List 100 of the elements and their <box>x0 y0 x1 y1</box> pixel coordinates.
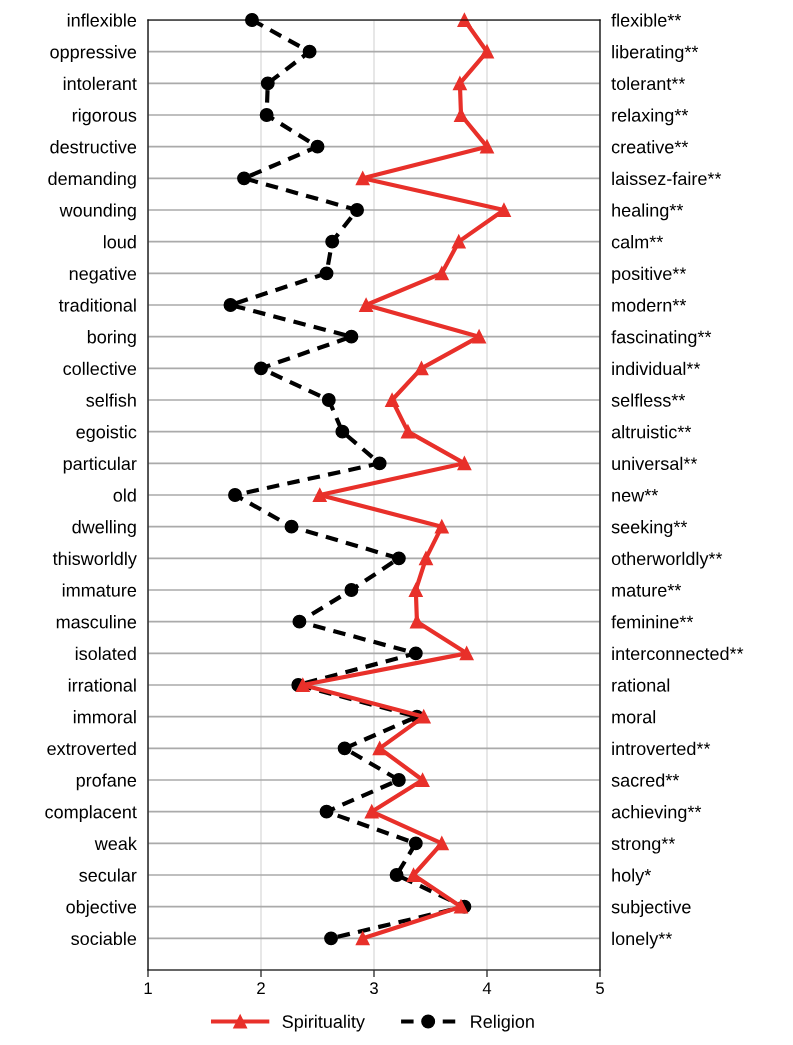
y2-tick-label: relaxing** <box>612 108 689 126</box>
y2-tick-label: interconnected** <box>612 646 744 661</box>
y2-tick-label: calm** <box>611 235 663 249</box>
point <box>324 931 339 946</box>
y2-tick-label: selfless** <box>611 393 686 407</box>
y2-tick-label: laissez-faire** <box>612 171 722 186</box>
y2-tick-label: feminine** <box>611 615 694 629</box>
point <box>344 583 359 597</box>
y-tick-label: loud <box>103 235 136 249</box>
y2-tick-label: flexible** <box>611 13 682 27</box>
y2-tick-label: subjective <box>611 900 691 917</box>
y2-tick-label: modern** <box>612 298 687 312</box>
y-tick-label: egoistic <box>76 425 137 442</box>
y-tick-label: wounding <box>59 203 136 221</box>
legend-label: Spirituality <box>282 1014 365 1032</box>
y-tick-label: destructive <box>50 140 137 154</box>
y-tick-label: boring <box>87 330 136 347</box>
x-tick-label: 4 <box>482 982 492 994</box>
point <box>454 108 468 122</box>
y2-tick-label: rational <box>612 678 670 692</box>
y2-tick-label: creative** <box>611 140 689 154</box>
y-tick-label: old <box>113 488 136 502</box>
point <box>391 551 406 566</box>
point <box>325 234 340 249</box>
y-tick-label: intolerant <box>63 76 137 91</box>
y2-tick-label: introverted** <box>612 741 711 756</box>
point <box>385 393 400 407</box>
y2-tick-label: altruistic** <box>611 425 692 439</box>
point <box>223 298 238 312</box>
point <box>434 519 449 534</box>
point <box>344 329 359 344</box>
y-tick-label: traditional <box>58 298 136 312</box>
y-tick-label: inflexible <box>67 13 137 27</box>
y-tick-label: sociable <box>71 931 137 946</box>
point <box>409 614 424 629</box>
y-tick-label: selfish <box>86 393 136 407</box>
point <box>337 741 352 756</box>
point <box>389 868 404 882</box>
point <box>355 931 370 946</box>
point <box>408 836 423 851</box>
point <box>480 139 494 154</box>
point <box>391 773 406 787</box>
point <box>319 804 334 819</box>
x-tick-label: 3 <box>370 982 378 995</box>
y2-tick-label: sacred** <box>611 773 680 787</box>
y-tick-label: profane <box>76 773 137 791</box>
point <box>480 44 494 59</box>
y-tick-label: weak <box>94 836 137 851</box>
point <box>302 44 317 59</box>
point <box>406 868 421 882</box>
point <box>312 488 327 502</box>
point <box>416 709 431 724</box>
x-tick-label: 2 <box>257 982 265 994</box>
point <box>434 266 449 281</box>
legend-label: Religion <box>471 1014 534 1032</box>
y2-tick-label: lonely** <box>612 931 673 949</box>
y2-tick-label: healing** <box>612 203 684 221</box>
y2-tick-label: otherworldly** <box>611 551 723 569</box>
point <box>434 836 449 851</box>
y2-tick-label: moral <box>612 710 656 724</box>
point <box>228 488 242 502</box>
point <box>400 424 415 439</box>
point <box>292 614 307 629</box>
y2-tick-label: new** <box>612 489 659 502</box>
x-tick-label: 5 <box>596 982 604 995</box>
y2-tick-label: achieving** <box>611 805 702 822</box>
y2-tick-label: holy* <box>612 868 651 886</box>
y2-tick-label: universal** <box>612 456 698 471</box>
point <box>372 741 387 756</box>
y-tick-label: isolated <box>75 646 136 661</box>
y-tick-label: extroverted <box>47 741 136 756</box>
y-tick-label: particular <box>63 456 137 474</box>
point <box>459 646 474 661</box>
y-tick-label: masculine <box>56 615 137 629</box>
y-tick-label: complacent <box>45 805 137 822</box>
y-tick-label: negative <box>69 266 137 284</box>
y2-tick-label: liberating** <box>612 45 699 62</box>
point <box>284 519 299 534</box>
point <box>419 551 433 566</box>
y-tick-label: thisworldly <box>52 551 137 569</box>
point <box>259 108 274 122</box>
point <box>310 139 325 154</box>
y2-tick-label: fascinating** <box>611 330 712 347</box>
y-tick-label: secular <box>79 868 137 882</box>
point <box>415 773 430 787</box>
point <box>359 298 374 312</box>
y2-tick-label: mature** <box>612 584 682 597</box>
y2-tick-label: strong** <box>611 837 676 854</box>
point <box>295 678 310 692</box>
point <box>355 171 370 186</box>
point <box>451 234 466 249</box>
y2-tick-label: individual** <box>612 361 701 376</box>
point <box>319 266 334 281</box>
point <box>372 456 387 471</box>
point <box>254 361 268 376</box>
y2-tick-label: seeking** <box>611 520 688 537</box>
y-tick-label: collective <box>63 361 137 376</box>
y-tick-label: rigorous <box>72 108 137 126</box>
point <box>408 583 423 597</box>
point <box>452 76 467 91</box>
